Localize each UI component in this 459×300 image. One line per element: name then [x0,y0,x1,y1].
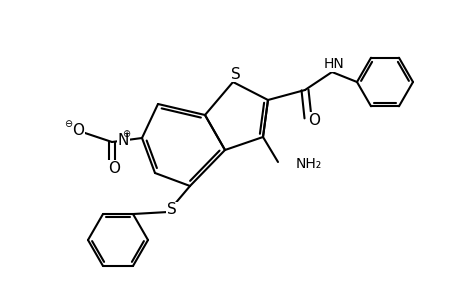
Text: HN: HN [323,57,344,71]
Text: ⊕: ⊕ [122,129,130,139]
Text: S: S [230,67,241,82]
Text: O: O [72,122,84,137]
Text: O: O [308,112,319,128]
Text: ⊖: ⊖ [64,119,72,129]
Text: S: S [167,202,177,217]
Text: NH₂: NH₂ [295,157,322,171]
Text: N: N [118,133,129,148]
Text: O: O [108,160,120,175]
